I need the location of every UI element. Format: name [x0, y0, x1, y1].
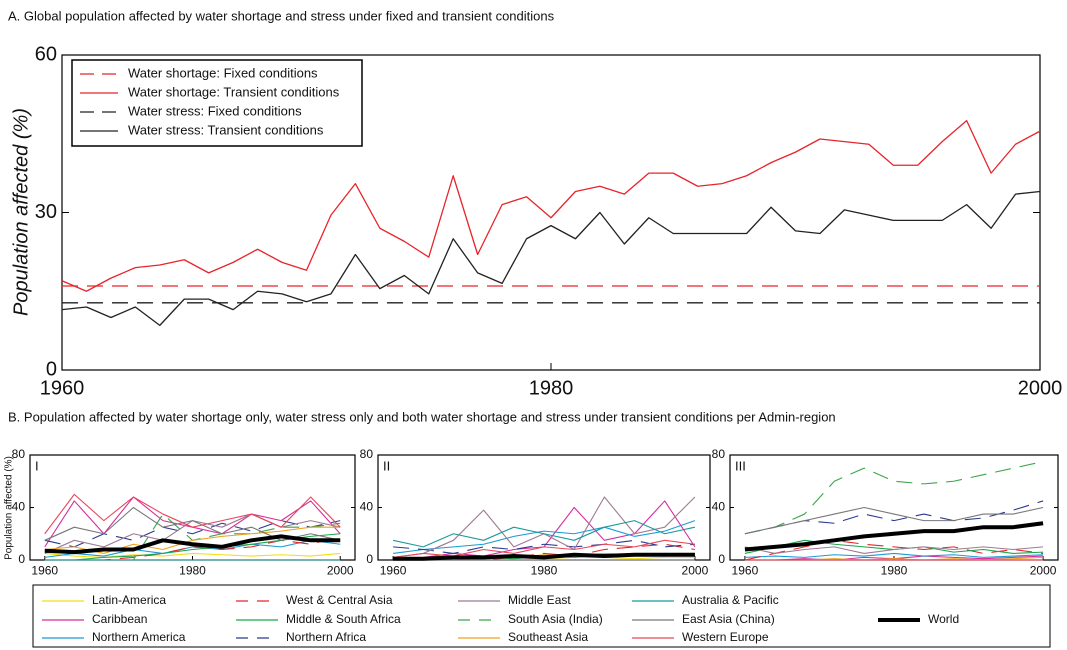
x-tick-label: 1980	[531, 564, 558, 578]
series-line	[744, 552, 1044, 558]
series-line	[744, 506, 1044, 535]
x-tick-label: 1960	[732, 564, 759, 578]
x-tick-label: 1980	[529, 377, 574, 399]
legend-label: Middle East	[508, 593, 571, 607]
series-line	[393, 539, 695, 554]
y-tick-label: 40	[712, 500, 726, 514]
x-tick-label: 1960	[31, 564, 58, 578]
y-tick-label: 40	[12, 500, 26, 514]
x-tick-label: 1960	[380, 564, 407, 578]
y-tick-label: 0	[46, 358, 57, 380]
legend-label: Water stress: Transient conditions	[128, 122, 324, 137]
panel-label: I	[35, 458, 39, 473]
y-tick-label: 0	[366, 552, 373, 566]
legend-label: East Asia (China)	[682, 612, 775, 626]
series-line	[392, 520, 696, 548]
y-tick-label: 40	[360, 500, 374, 514]
legend-label: West & Central Asia	[286, 593, 393, 607]
legend-box	[71, 59, 363, 147]
series-line	[744, 546, 1044, 554]
legend-label: Water shortage: Transient conditions	[128, 84, 340, 99]
legend-label: Water shortage: Fixed conditions	[128, 65, 318, 80]
plot-frame	[729, 454, 1059, 561]
y-tick-label: 30	[35, 201, 57, 223]
x-tick-label: 2000	[327, 564, 354, 578]
y-axis-label: Population affected (%)	[10, 108, 32, 316]
series-line	[744, 521, 1044, 552]
legend-label: Caribbean	[92, 612, 147, 626]
legend-label: Northern Africa	[286, 630, 366, 644]
chart-title: B. Population affected by water shortage…	[8, 409, 836, 424]
legend-label: Australia & Pacific	[682, 593, 779, 607]
series-line	[61, 190, 1041, 327]
x-tick-label: 2000	[1030, 564, 1057, 578]
series-line	[393, 539, 695, 558]
legend-label: World	[928, 612, 959, 626]
series-line	[44, 539, 341, 558]
y-tick-label: 60	[35, 43, 57, 65]
y-tick-label: 80	[360, 447, 374, 461]
legend-label: Northern America	[92, 630, 186, 644]
series-line	[393, 520, 696, 554]
series-line	[744, 461, 1044, 535]
legend-label: South Asia (India)	[508, 612, 603, 626]
x-tick-label: 1980	[881, 564, 908, 578]
y-axis-label: Population affected (%)	[4, 456, 15, 560]
legend-label: Middle & South Africa	[286, 612, 401, 626]
series-line	[393, 552, 695, 561]
legend-box	[32, 584, 1051, 648]
series-line	[744, 539, 1044, 561]
y-tick-label: 0	[718, 552, 725, 566]
chart-title: A. Global population affected by water s…	[8, 8, 555, 23]
x-tick-label: 1960	[40, 377, 85, 399]
x-tick-label: 1980	[179, 564, 206, 578]
y-tick-label: 0	[18, 552, 25, 566]
legend-label: Western Europe	[682, 630, 769, 644]
series-line	[61, 119, 1041, 292]
panel-label: II	[383, 458, 390, 473]
series-line	[44, 493, 341, 535]
legend-label: Water stress: Fixed conditions	[128, 103, 302, 118]
legend-label: Southeast Asia	[508, 630, 588, 644]
series-line	[44, 552, 341, 558]
series-line	[44, 534, 341, 555]
y-tick-label: 80	[12, 447, 26, 461]
x-tick-label: 2000	[682, 564, 709, 578]
x-tick-label: 2000	[1018, 377, 1063, 399]
panel-label: III	[735, 458, 746, 473]
legend-label: Latin-America	[92, 593, 166, 607]
series-line	[44, 520, 341, 548]
y-tick-label: 80	[712, 447, 726, 461]
